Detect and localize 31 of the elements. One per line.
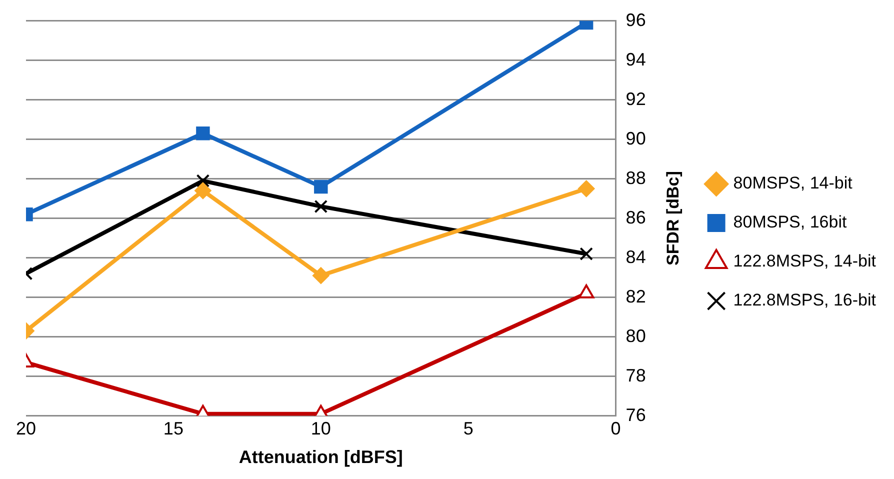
x-tick-label: 0 <box>610 418 621 439</box>
y-tick-label: 86 <box>626 207 646 228</box>
point <box>194 182 212 200</box>
point <box>196 126 210 140</box>
legend-label: 122.8MSPS, 16-bit <box>733 290 876 310</box>
point <box>578 284 594 298</box>
y-tick-label: 92 <box>626 88 646 109</box>
legend-label: 80MSPS, 16bit <box>733 212 847 232</box>
y-tick-label: 76 <box>626 404 646 425</box>
point <box>580 247 593 261</box>
x-axis-title: Attenuation [dBFS] <box>238 447 403 468</box>
legend-label: 80MSPS, 14-bit <box>733 174 853 193</box>
point <box>314 180 328 194</box>
y-tick-label: 80 <box>626 326 646 346</box>
x-tick-label: 15 <box>163 418 184 439</box>
y-tick-label: 84 <box>626 246 646 267</box>
y-tick-label: 88 <box>626 168 646 188</box>
x-tick-label: 5 <box>463 418 474 439</box>
y-tick-label: 96 <box>626 10 646 30</box>
y-tick-label: 94 <box>626 49 646 70</box>
x-tick-label: 20 <box>16 418 36 439</box>
y-axis-title: SFDR [dBc] <box>663 171 682 266</box>
legend-label: 122.8MSPS, 14-bit <box>733 252 876 271</box>
y-tick-label: 90 <box>626 128 646 148</box>
point <box>578 180 595 198</box>
point <box>196 174 210 188</box>
y-tick-label: 78 <box>626 365 646 386</box>
point <box>314 200 328 214</box>
x-tick-label: 10 <box>310 418 331 439</box>
y-tick-label: 82 <box>626 286 646 306</box>
point <box>312 267 330 284</box>
